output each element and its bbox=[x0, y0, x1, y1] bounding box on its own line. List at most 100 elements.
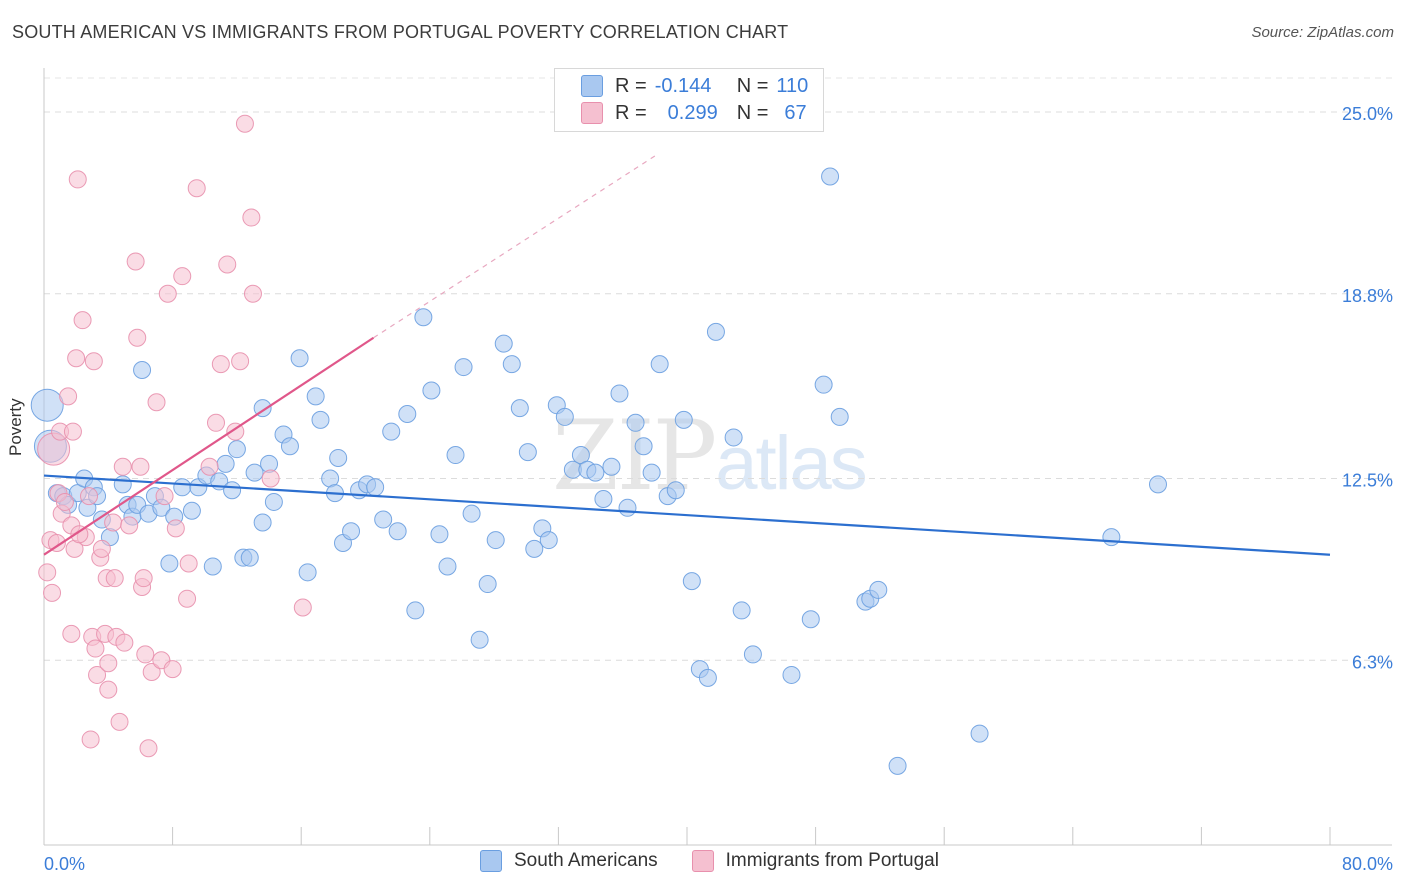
south-american-point bbox=[160, 554, 179, 573]
n-label: N = bbox=[736, 74, 769, 97]
south-american-point bbox=[970, 724, 989, 743]
portugal-point bbox=[293, 598, 312, 617]
south-american-point bbox=[814, 375, 833, 394]
portugal-point bbox=[63, 422, 82, 441]
portugal-point bbox=[163, 660, 182, 679]
x-tick-label: 0.0% bbox=[44, 854, 85, 874]
south-american-point bbox=[223, 481, 242, 500]
portugal-trendline bbox=[43, 336, 375, 556]
stats-legend-row-portugal: R = 0.299 N = 67 bbox=[581, 100, 807, 126]
portugal-point bbox=[62, 624, 81, 643]
portugal-point bbox=[92, 539, 111, 558]
portugal-point bbox=[211, 355, 230, 374]
series-legend-portugal[interactable]: Immigrants from Portugal bbox=[691, 850, 939, 872]
south-american-point bbox=[264, 492, 283, 511]
south-american-point bbox=[414, 308, 433, 327]
south-american-point bbox=[706, 322, 725, 341]
portugal-point bbox=[173, 267, 192, 286]
portugal-point bbox=[126, 252, 145, 271]
y-tick-label: 12.5% bbox=[1342, 470, 1393, 490]
south-american-point bbox=[462, 504, 481, 523]
portugal-point bbox=[139, 739, 158, 758]
south-american-point bbox=[253, 513, 272, 532]
south-american-point bbox=[329, 448, 348, 467]
south-american-point bbox=[724, 428, 743, 447]
portugal-point bbox=[47, 533, 66, 552]
south-american-point bbox=[216, 454, 235, 473]
x-tick-label: 80.0% bbox=[1342, 854, 1393, 874]
portugal-point bbox=[179, 554, 198, 573]
source-label: Source: ZipAtlas.com bbox=[1251, 24, 1394, 41]
south-american-point bbox=[113, 475, 132, 494]
south-american-point bbox=[388, 522, 407, 541]
portugal-point bbox=[81, 730, 100, 749]
south-american-point bbox=[674, 410, 693, 429]
portugal-point bbox=[147, 393, 166, 412]
series-legend: South Americans Immigrants from Portugal bbox=[480, 850, 973, 872]
south-american-point bbox=[594, 490, 613, 509]
portugal-point bbox=[142, 663, 161, 682]
south-american-point bbox=[173, 478, 192, 497]
south-american-point bbox=[486, 531, 505, 550]
pink-swatch-icon bbox=[581, 102, 603, 124]
portugal-point bbox=[231, 352, 250, 371]
portugal-point bbox=[235, 114, 254, 133]
south-american-point bbox=[821, 167, 840, 186]
portugal-point bbox=[207, 413, 226, 432]
stats-legend: R = -0.144 N = 110 R = 0.299 N = 67 bbox=[554, 68, 824, 132]
portugal-point bbox=[134, 569, 153, 588]
portugal-point bbox=[99, 680, 118, 699]
south-american-point bbox=[374, 510, 393, 529]
portugal-point bbox=[187, 179, 206, 198]
south-american-point bbox=[642, 463, 661, 482]
portugal-point bbox=[158, 284, 177, 303]
south-american-point bbox=[422, 381, 441, 400]
portugal-point bbox=[84, 352, 103, 371]
portugal-point bbox=[200, 457, 219, 476]
portugal-point bbox=[120, 516, 139, 535]
portugal-point bbox=[226, 422, 245, 441]
y-tick-label: 18.8% bbox=[1342, 286, 1393, 306]
south-american-point bbox=[406, 601, 425, 620]
south-american-point bbox=[586, 463, 605, 482]
chart-title: SOUTH AMERICAN VS IMMIGRANTS FROM PORTUG… bbox=[12, 22, 789, 42]
portugal-point bbox=[99, 654, 118, 673]
south-american-point bbox=[518, 443, 537, 462]
r-value: -0.144 bbox=[654, 74, 712, 97]
south-american-point bbox=[682, 572, 701, 591]
portugal-point bbox=[115, 633, 134, 652]
south-american-point bbox=[743, 645, 762, 664]
south-american-point bbox=[610, 384, 629, 403]
south-american-point bbox=[311, 410, 330, 429]
portugal-point bbox=[155, 487, 174, 506]
south-american-point bbox=[182, 501, 201, 520]
south-american-point bbox=[366, 478, 385, 497]
south-american-point bbox=[438, 557, 457, 576]
south-american-point bbox=[1102, 528, 1121, 547]
portugal-point bbox=[242, 208, 261, 227]
south-american-point bbox=[240, 548, 259, 567]
n-label: N = bbox=[736, 101, 769, 124]
south-american-point bbox=[280, 437, 299, 456]
south-american-point bbox=[510, 399, 529, 418]
portugal-point bbox=[59, 387, 78, 406]
portugal-point bbox=[73, 311, 92, 330]
portugal-point bbox=[261, 469, 280, 488]
portugal-point bbox=[166, 519, 185, 538]
portugal-point bbox=[113, 457, 132, 476]
south-american-point bbox=[342, 522, 361, 541]
south-american-point bbox=[602, 457, 621, 476]
series-legend-south-americans[interactable]: South Americans bbox=[480, 850, 658, 872]
south-american-point bbox=[398, 404, 417, 423]
south-american-point bbox=[382, 422, 401, 441]
r-label: R = bbox=[615, 101, 647, 124]
south-american-point bbox=[650, 355, 669, 374]
south-american-point bbox=[830, 407, 849, 426]
portugal-point bbox=[110, 712, 129, 731]
south-american-point bbox=[290, 349, 309, 368]
portugal-point bbox=[38, 563, 57, 582]
y-tick-label: 6.3% bbox=[1352, 652, 1393, 672]
r-label: R = bbox=[615, 74, 647, 97]
south-american-point bbox=[782, 665, 801, 684]
